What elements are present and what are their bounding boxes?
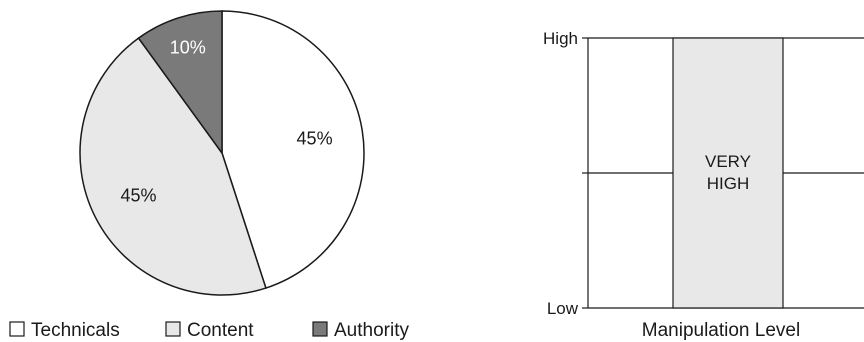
pie-slice-content <box>79 37 267 296</box>
pie-slice-label-authority: 10% <box>170 38 206 58</box>
legend-item-technicals: Technicals <box>9 320 120 341</box>
y-tick-label-low: Low <box>547 299 579 318</box>
bar-very-high <box>672 37 784 309</box>
x-axis-title: Manipulation Level <box>642 320 800 341</box>
y-tick-label-high: High <box>543 29 578 48</box>
pie-slice-label-content: 45% <box>120 186 156 206</box>
pie-slice-label-technicals: 45% <box>297 128 333 148</box>
bar-label-line-2: HIGH <box>707 174 750 193</box>
legend-item-content: Content <box>165 320 254 341</box>
legend-swatch-content <box>165 321 181 337</box>
pie-slice-authority <box>137 10 223 156</box>
legend-label-authority: Authority <box>334 320 409 341</box>
bar-chart: VERY HIGH High Low Manipulation Level <box>543 29 864 341</box>
legend-swatch-authority <box>312 321 328 337</box>
pie-legend: Technicals Content Authority <box>9 320 409 341</box>
legend-swatch-technicals <box>9 321 25 337</box>
pie-chart: 45% 45% 10% <box>79 10 365 296</box>
legend-label-technicals: Technicals <box>31 320 120 341</box>
legend-label-content: Content <box>187 320 254 341</box>
bar-label-line-1: VERY <box>705 152 751 171</box>
pie-slice-technicals <box>221 10 365 289</box>
legend-item-authority: Authority <box>312 320 409 341</box>
